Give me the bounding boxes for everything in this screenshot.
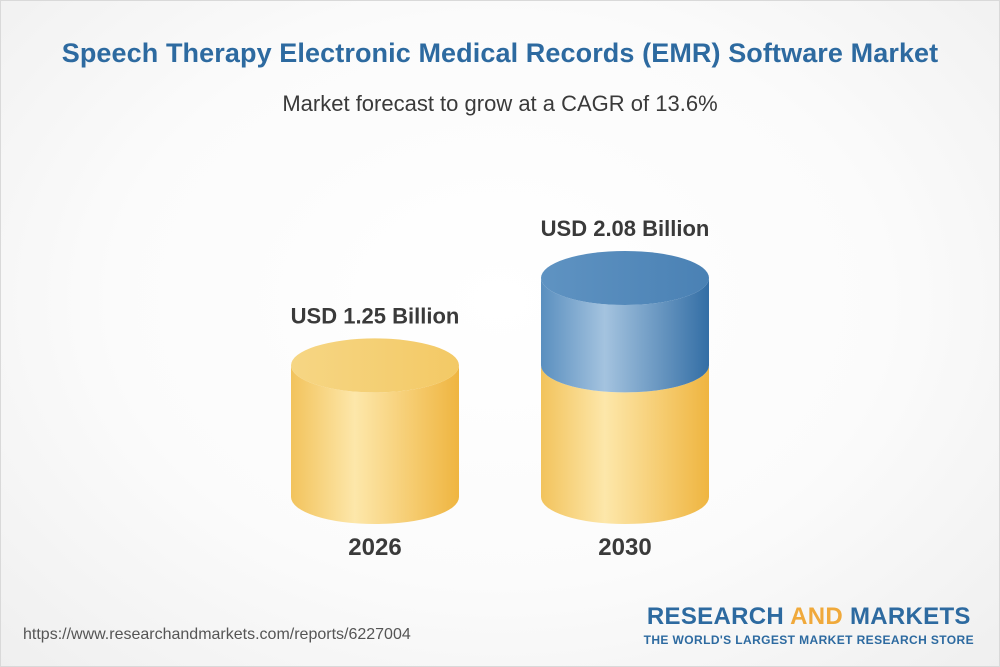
source-url[interactable]: https://www.researchandmarkets.com/repor… xyxy=(23,626,411,643)
brand-name: RESEARCH AND MARKETS xyxy=(644,603,974,631)
bar-base-segment xyxy=(291,338,459,524)
bar-base-segment xyxy=(541,365,709,524)
chart-subtitle: Market forecast to grow at a CAGR of 13.… xyxy=(282,91,718,116)
value-label: USD 2.08 Billion xyxy=(541,216,710,241)
chart-title: Speech Therapy Electronic Medical Record… xyxy=(61,38,939,68)
brand-logo: RESEARCH AND MARKETS THE WORLD'S LARGEST… xyxy=(644,603,974,649)
brand-name-part1: RESEARCH xyxy=(646,603,791,630)
bar-2030 xyxy=(541,251,709,524)
brand-name-accent: AND xyxy=(790,603,843,630)
bar-growth-segment xyxy=(541,251,709,393)
bar-2026 xyxy=(291,338,459,524)
value-label: USD 1.25 Billion xyxy=(291,303,460,328)
category-label: 2030 xyxy=(598,534,651,561)
brand-tagline: THE WORLD'S LARGEST MARKET RESEARCH STOR… xyxy=(643,633,974,647)
brand-name-part3: MARKETS xyxy=(842,603,971,630)
category-label: 2026 xyxy=(348,534,401,561)
